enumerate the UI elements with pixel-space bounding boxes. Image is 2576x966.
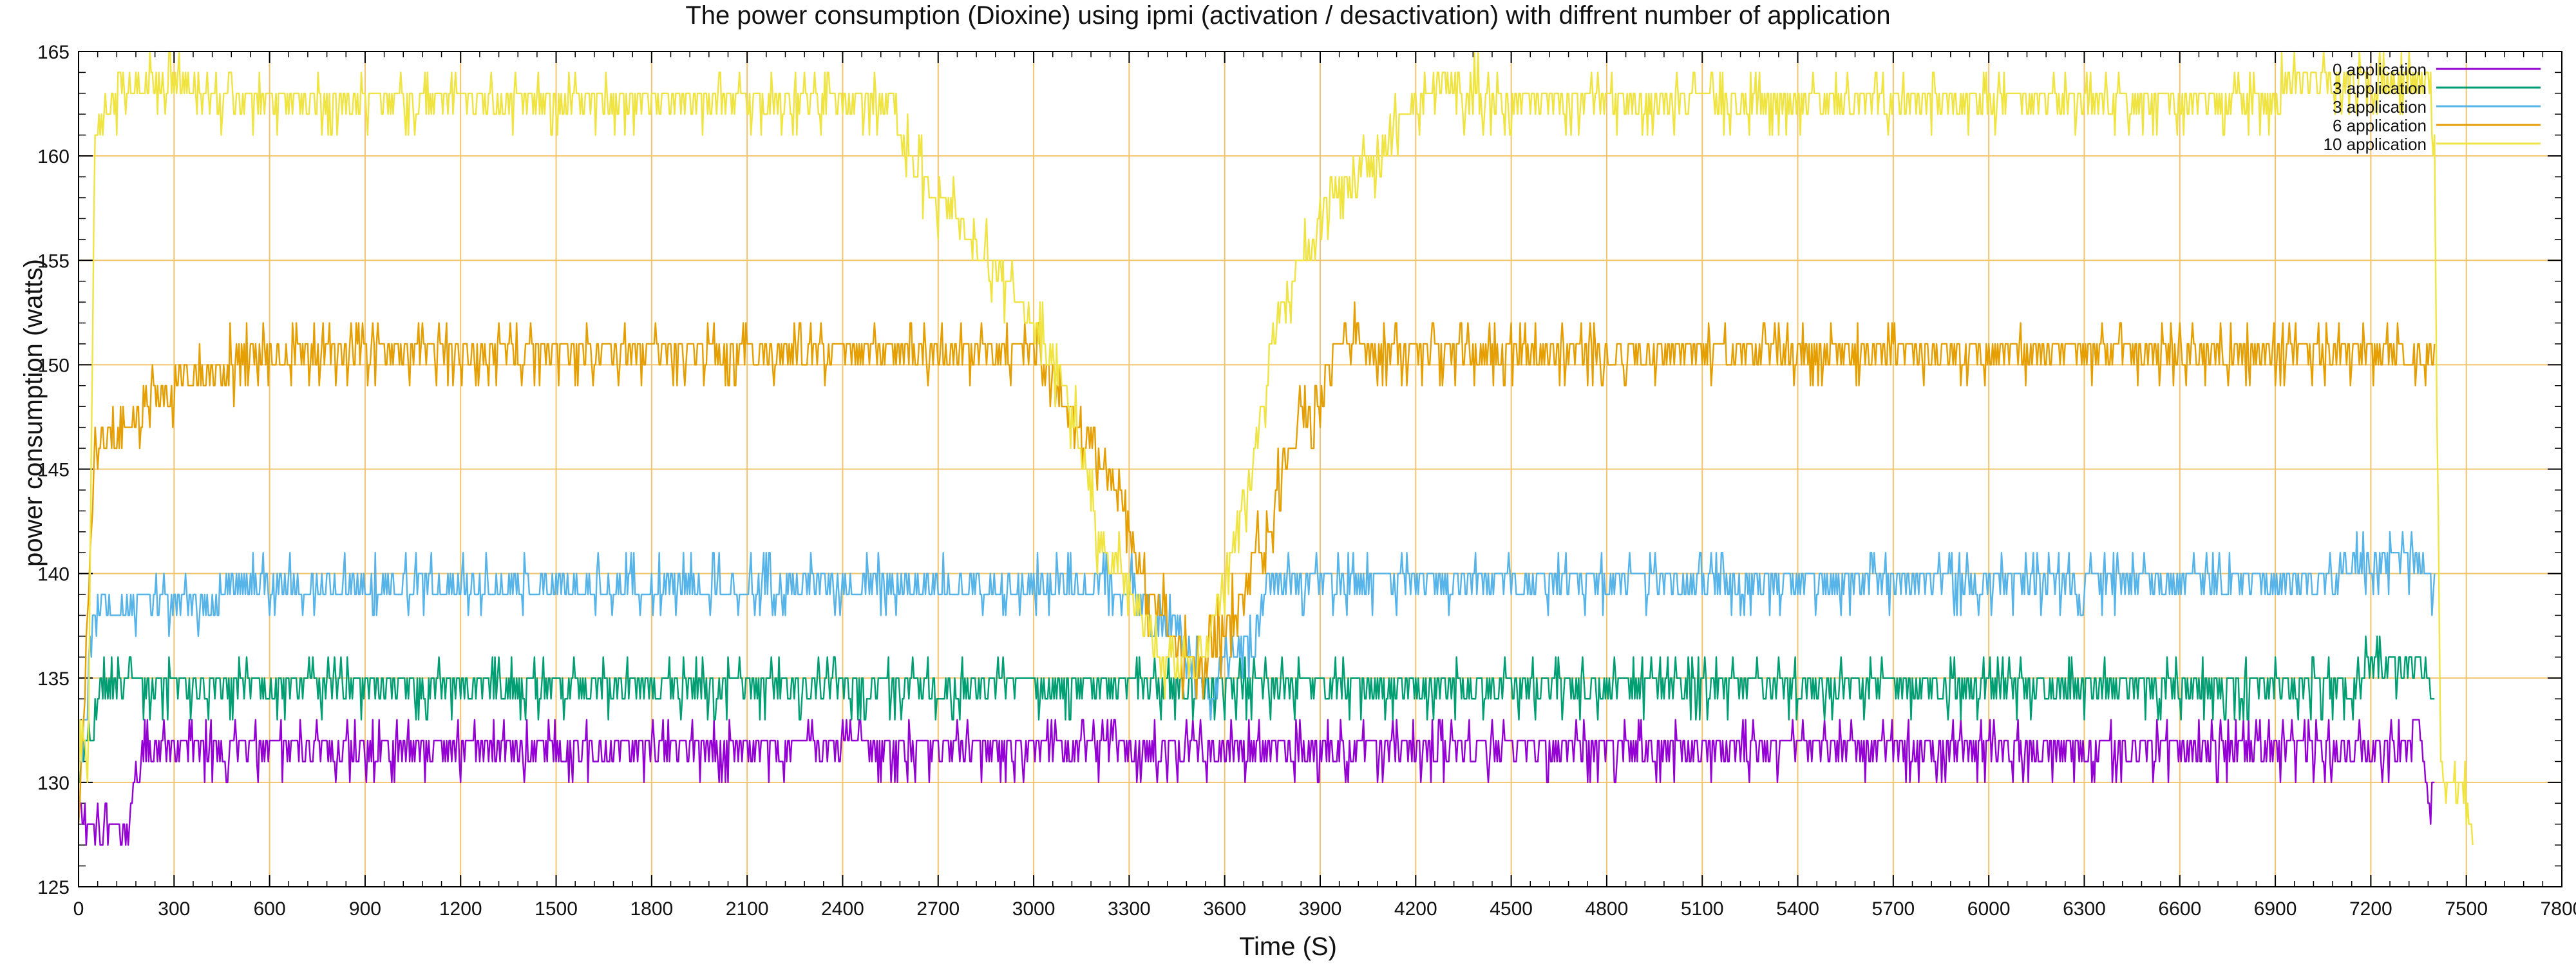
x-tick-label: 3300 [1108, 898, 1151, 920]
x-tick-label: 1500 [535, 898, 578, 920]
x-tick-label: 300 [158, 898, 190, 920]
x-tick-label: 6300 [2063, 898, 2106, 920]
y-tick-label: 135 [37, 668, 70, 690]
series-line [77, 301, 2436, 824]
legend-label: 3 application [2333, 97, 2427, 117]
x-tick-label: 6600 [2158, 898, 2201, 920]
x-tick-label: 2400 [821, 898, 864, 920]
x-tick-label: 4800 [1586, 898, 1629, 920]
x-tick-label: 3600 [1203, 898, 1246, 920]
x-tick-label: 3900 [1299, 898, 1342, 920]
x-tick-label: 600 [254, 898, 286, 920]
x-tick-label: 3000 [1012, 898, 1056, 920]
series-layer [77, 50, 2474, 846]
x-tick-label: 1800 [630, 898, 673, 920]
series-line [77, 50, 2474, 846]
y-tick-label: 150 [37, 355, 70, 376]
tick-label-layer: 0 300 600 900 1200 1500 1800 2100 2400 2700 3000 33… [37, 42, 2576, 920]
x-tick-label: 2100 [726, 898, 769, 920]
y-tick-label: 125 [37, 877, 70, 898]
x-tick-label: 4200 [1394, 898, 1437, 920]
tick-layer [78, 51, 2562, 887]
x-tick-label: 7200 [2349, 898, 2392, 920]
x-tick-label: 6900 [2254, 898, 2297, 920]
x-axis-label: Time (S) [1239, 933, 1337, 961]
x-tick-label: 6000 [1967, 898, 2011, 920]
y-tick-label: 155 [37, 251, 70, 272]
y-tick-label: 140 [37, 564, 70, 585]
x-tick-label: 900 [349, 898, 381, 920]
series-line [79, 719, 2435, 846]
x-tick-label: 0 [73, 898, 84, 920]
x-tick-label: 7500 [2445, 898, 2488, 920]
series-line [79, 635, 2435, 784]
y-tick-label: 160 [37, 146, 70, 167]
x-tick-label: 2700 [916, 898, 960, 920]
y-tick-label: 165 [37, 42, 70, 63]
chart-title: The power consumption (Dioxine) using ip… [685, 1, 1891, 30]
y-tick-label: 130 [37, 773, 70, 794]
legend-label: 3 application [2333, 79, 2427, 98]
x-tick-label: 5700 [1871, 898, 1915, 920]
x-tick-label: 5400 [1776, 898, 1819, 920]
x-tick-label: 1200 [439, 898, 482, 920]
y-tick-label: 145 [37, 460, 70, 481]
series-line [79, 531, 2436, 762]
legend-label: 10 application [2324, 135, 2427, 154]
x-tick-label: 4500 [1490, 898, 1533, 920]
plot-frame [78, 51, 2562, 887]
x-tick-label: 7800 [2541, 898, 2576, 920]
y-axis-label: power consumption (watts) [19, 259, 48, 567]
x-tick-label: 5100 [1681, 898, 1724, 920]
legend-label: 0 application [2333, 60, 2427, 79]
legend-label: 6 application [2333, 116, 2427, 135]
